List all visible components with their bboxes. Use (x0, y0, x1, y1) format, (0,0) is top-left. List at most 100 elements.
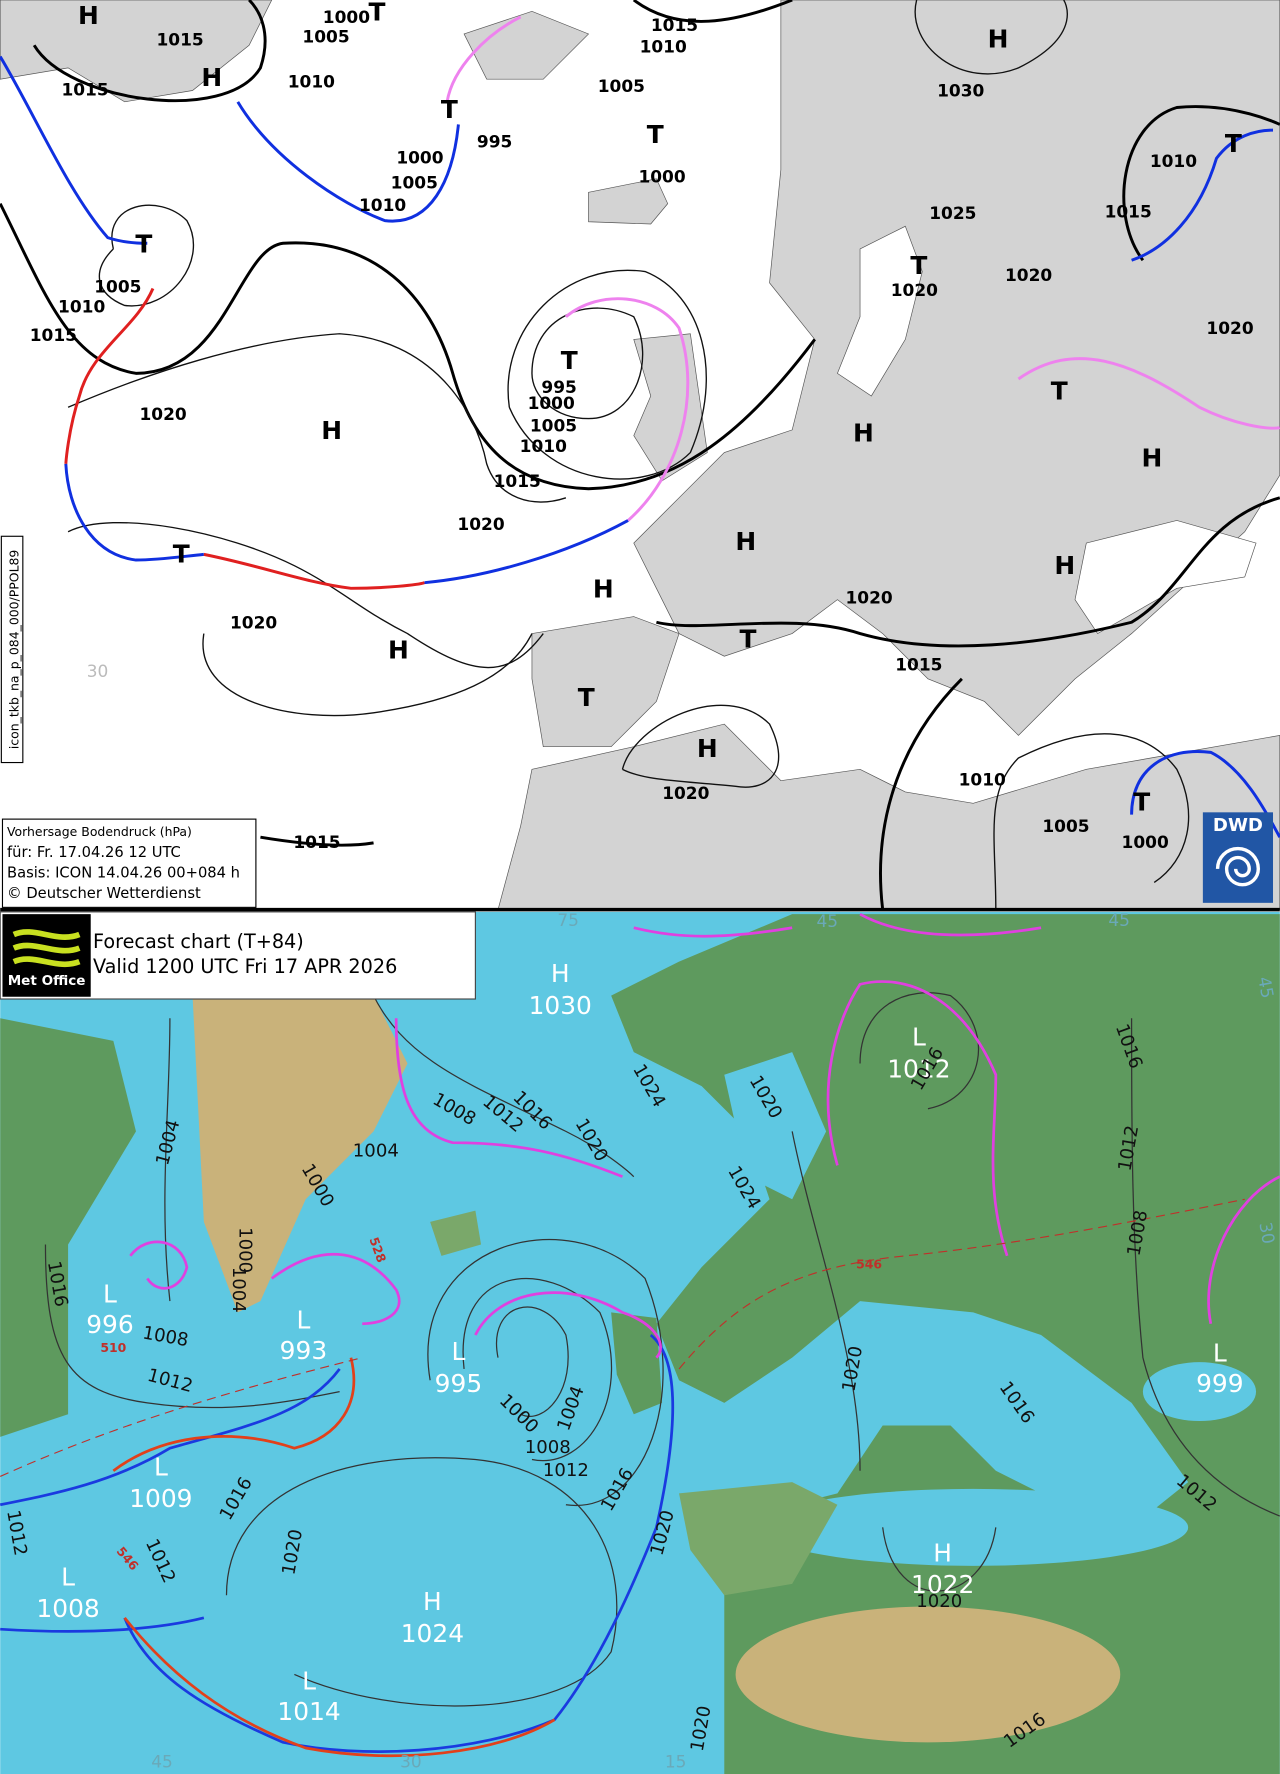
warm-front (112, 1357, 356, 1472)
isobar-label: 1004 (228, 1267, 249, 1313)
isobar (859, 992, 980, 1110)
isobar (791, 1131, 861, 1471)
land-iberia (531, 616, 680, 748)
isobar (507, 269, 707, 480)
side-label: icon_tkb_na_p_084_000/PPOL89 (6, 550, 21, 750)
pressure-centre: H (321, 416, 342, 445)
pressure-centre: L (1213, 1338, 1227, 1367)
isobar (656, 496, 1280, 648)
warm-front (203, 552, 426, 590)
isobar-label: 1020 (457, 515, 504, 535)
isobar (67, 522, 544, 669)
isobar (67, 333, 567, 503)
pressure-centre: L (61, 1562, 75, 1591)
chart-title: Forecast chart (T+84) (93, 930, 304, 953)
pressure-centre: 996 (86, 1310, 133, 1339)
isobar-label: 1000 (235, 1227, 256, 1273)
dwd-logo-text: DWD (1213, 815, 1263, 836)
isobar-label: 1000 (396, 148, 443, 168)
isobar-label: 1010 (359, 196, 406, 216)
baltic-sea (837, 225, 923, 397)
occlusion (564, 297, 690, 522)
cold-front (424, 519, 629, 585)
isobar-label: 1010 (58, 298, 105, 318)
isobar-label: 995 (477, 133, 512, 153)
pressure-centre: T (647, 120, 664, 149)
cold-front (236, 101, 460, 223)
pressure-centre: L (302, 1666, 316, 1695)
pressure-centre: T (578, 683, 595, 712)
isobar-label: 15 (665, 1753, 687, 1773)
pressure-centre: T (561, 346, 578, 375)
isobar (462, 1278, 613, 1462)
pressure-centre: L (296, 1305, 310, 1334)
isobar (427, 1238, 664, 1507)
pressure-centre: 1022 (911, 1570, 974, 1599)
isobar-label: 1020 (140, 405, 187, 425)
pressure-centre: H (551, 959, 570, 988)
isobar-label: 1010 (288, 73, 335, 93)
isobar-label: 1012 (543, 1460, 589, 1481)
isobar-label: 1020 (1206, 319, 1253, 339)
isobar (495, 1306, 569, 1417)
metoffice-logo-text: Met Office (8, 973, 86, 989)
legend-line: Basis: ICON 14.04.26 00+084 h (7, 864, 240, 881)
legend-line: © Deutscher Wetterdienst (7, 885, 201, 902)
occlusion (1017, 357, 1280, 430)
thickness-label: 546 (856, 1256, 882, 1271)
occlusion (129, 1240, 189, 1290)
side-label-box (0, 535, 24, 764)
baltic-sea (724, 1052, 827, 1200)
isobar (632, 0, 793, 23)
isobar-label: 1015 (651, 16, 698, 36)
pressure-centre: T (368, 0, 385, 27)
pressure-centre: 1012 (887, 1054, 950, 1083)
isobar-label: 1004 (353, 1141, 399, 1162)
isobar-label: 1015 (494, 472, 541, 492)
isobar-label: 1010 (1150, 152, 1197, 172)
land-iberia (679, 1482, 838, 1596)
cold-front (0, 1368, 341, 1507)
isobar (202, 633, 533, 717)
dwd-logo-swirl (1215, 846, 1260, 887)
isobar-label: 1005 (530, 417, 577, 437)
isobar-label: 1020 (230, 613, 277, 633)
pressure-centre: L (912, 1023, 926, 1052)
pressure-centre: H (697, 734, 718, 763)
isobar (1122, 105, 1280, 262)
pressure-centre: H (1142, 443, 1163, 472)
pressure-centre: H (593, 575, 614, 604)
pressure-centre: H (853, 418, 874, 447)
pressure-centre: 1008 (36, 1594, 99, 1623)
isobar-label: 1000 (323, 8, 370, 28)
pressure-centre: H (1054, 551, 1075, 580)
thickness-label: 510 (100, 1340, 126, 1355)
isobar-label: 1020 (891, 281, 938, 301)
occlusion (633, 912, 1042, 938)
thickness-line (0, 1198, 1245, 1477)
legend-line: für: Fr. 17.04.26 12 UTC (7, 844, 181, 861)
isobar-label: 1010 (959, 771, 1006, 791)
metoffice-logo-waves (12, 929, 81, 968)
isobar-label: 1015 (895, 655, 942, 675)
isobar-label: 1005 (94, 277, 141, 297)
isobar-label: 30 (400, 1753, 422, 1773)
occlusion (826, 980, 1009, 1257)
isobar-label: 1020 (662, 784, 709, 804)
isobar (44, 1244, 340, 1409)
isobar-label: 1005 (302, 27, 349, 47)
cold-front (64, 463, 205, 562)
warm-front (64, 287, 155, 464)
pressure-centre: T (910, 251, 927, 280)
isobar-label: 1020 (916, 1591, 962, 1612)
land-iceland (430, 1210, 482, 1256)
pressure-centre: 1014 (277, 1697, 340, 1726)
isobar-label: 1000 (638, 168, 685, 188)
land-sahara (735, 1606, 1121, 1743)
cold-front (1130, 750, 1280, 838)
land-britain (611, 1312, 663, 1415)
pressure-centre: T (1225, 129, 1242, 158)
isobar-label: 1015 (30, 326, 77, 346)
isobar-label: 1030 (937, 82, 984, 102)
isobar-label: 1020 (1005, 266, 1052, 286)
